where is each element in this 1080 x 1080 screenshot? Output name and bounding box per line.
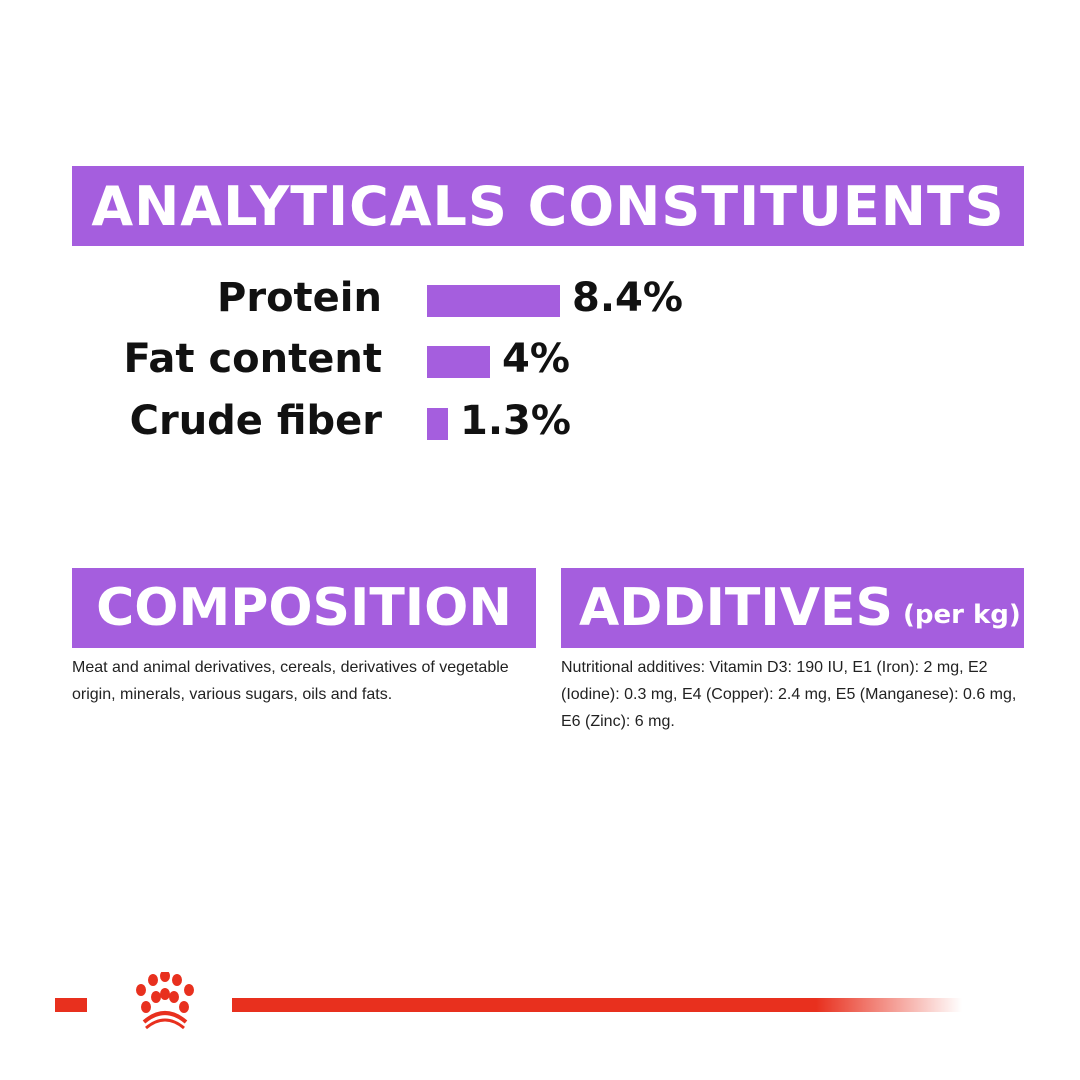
additives-text: Nutritional additives: Vitamin D3: 190 I… xyxy=(561,659,1017,730)
constituent-bar xyxy=(427,408,448,440)
additives-banner: ADDITIVES (per kg) xyxy=(561,568,1024,648)
constituent-value: 8.4% xyxy=(572,275,683,321)
constituent-value: 1.3% xyxy=(460,398,571,444)
brand-line-left xyxy=(55,998,87,1012)
constituent-bar xyxy=(427,346,490,378)
brand-line-right xyxy=(232,998,962,1012)
composition-text: Meat and animal derivatives, cereals, de… xyxy=(72,659,509,703)
additives-subtitle: (per kg) xyxy=(902,600,1021,630)
additives-title: ADDITIVES xyxy=(579,578,893,638)
constituent-bar xyxy=(427,285,560,317)
constituent-label: Fat content xyxy=(123,336,382,382)
constituent-value: 4% xyxy=(502,336,570,382)
composition-title: COMPOSITION xyxy=(96,578,512,638)
constituent-label: Protein xyxy=(217,275,382,321)
composition-banner: COMPOSITION xyxy=(72,568,536,648)
analyticals-title: ANALYTICALS CONSTITUENTS xyxy=(91,174,1005,238)
constituent-label: Crude fiber xyxy=(129,398,382,444)
analyticals-banner: ANALYTICALS CONSTITUENTS xyxy=(72,166,1024,246)
royal-canin-crown-icon xyxy=(136,972,194,1030)
